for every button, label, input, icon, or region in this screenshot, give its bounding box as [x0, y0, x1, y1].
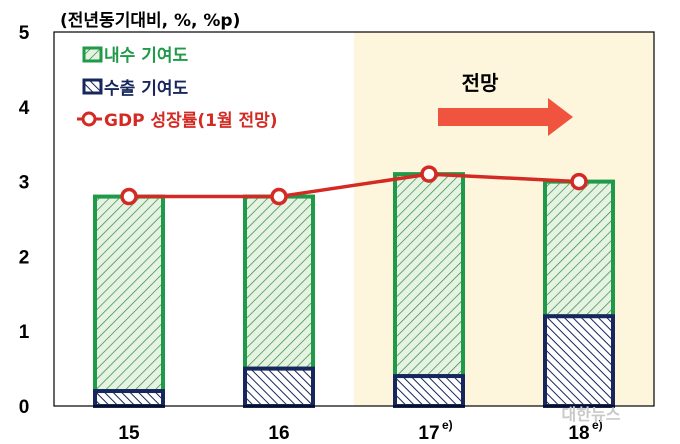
forecast-label: 전망 [462, 71, 499, 95]
watermark: 대한뉴스 [562, 405, 621, 424]
legend-label-domestic: 내수 기여도 [104, 46, 188, 66]
bar-domestic-18 [543, 179, 615, 319]
x-tick-label: 16 [268, 423, 289, 444]
bar-export-17 [393, 374, 465, 408]
x-tick-label: 18 [568, 423, 589, 444]
y-tick-label: 0 [19, 397, 30, 418]
gdp-point-18 [570, 172, 588, 191]
y-tick-label: 5 [19, 23, 30, 44]
legend-label-gdp: GDP 성장률(1월 전망) [104, 111, 278, 131]
bar-export-15 [93, 389, 165, 409]
legend-swatch-domestic [82, 46, 103, 63]
gdp-line [129, 172, 580, 199]
x-tick-label: 17 [418, 423, 439, 444]
y-tick-label: 3 [19, 173, 30, 194]
legend-swatch-export [82, 78, 103, 95]
bar-domestic-15 [93, 194, 165, 394]
plot-frame [53, 31, 655, 407]
legend-item-export: 수출 기여도 [82, 78, 188, 99]
gdp-point-17 [420, 165, 438, 183]
bar-domestic-17 [393, 172, 465, 379]
x-tick-label: 15 [118, 423, 140, 444]
forecast-marker: 전망 [438, 71, 573, 136]
legend: 내수 기여도 수출 기여도 GDP 성장률(1월 전망) [77, 46, 278, 131]
gdp-point-16 [270, 187, 288, 206]
bar-export-16 [243, 366, 315, 409]
bar-export-18 [543, 314, 615, 408]
gdp-point-15 [120, 187, 138, 206]
unit-label: (전년동기대비, %, %p) [60, 11, 240, 31]
legend-item-domestic: 내수 기여도 [82, 46, 188, 66]
legend-item-gdp: GDP 성장률(1월 전망) [77, 111, 278, 131]
y-tick-label: 4 [19, 98, 30, 119]
legend-marker-gdp [81, 111, 97, 127]
bar-domestic-16 [243, 194, 315, 371]
y-tick-label: 1 [19, 322, 30, 343]
x-tick-superscript: e) [592, 418, 603, 432]
legend-label-export: 수출 기여도 [104, 79, 188, 99]
y-tick-label: 2 [19, 247, 30, 268]
x-tick-superscript: e) [442, 418, 453, 432]
forecast-arrow [438, 98, 573, 136]
